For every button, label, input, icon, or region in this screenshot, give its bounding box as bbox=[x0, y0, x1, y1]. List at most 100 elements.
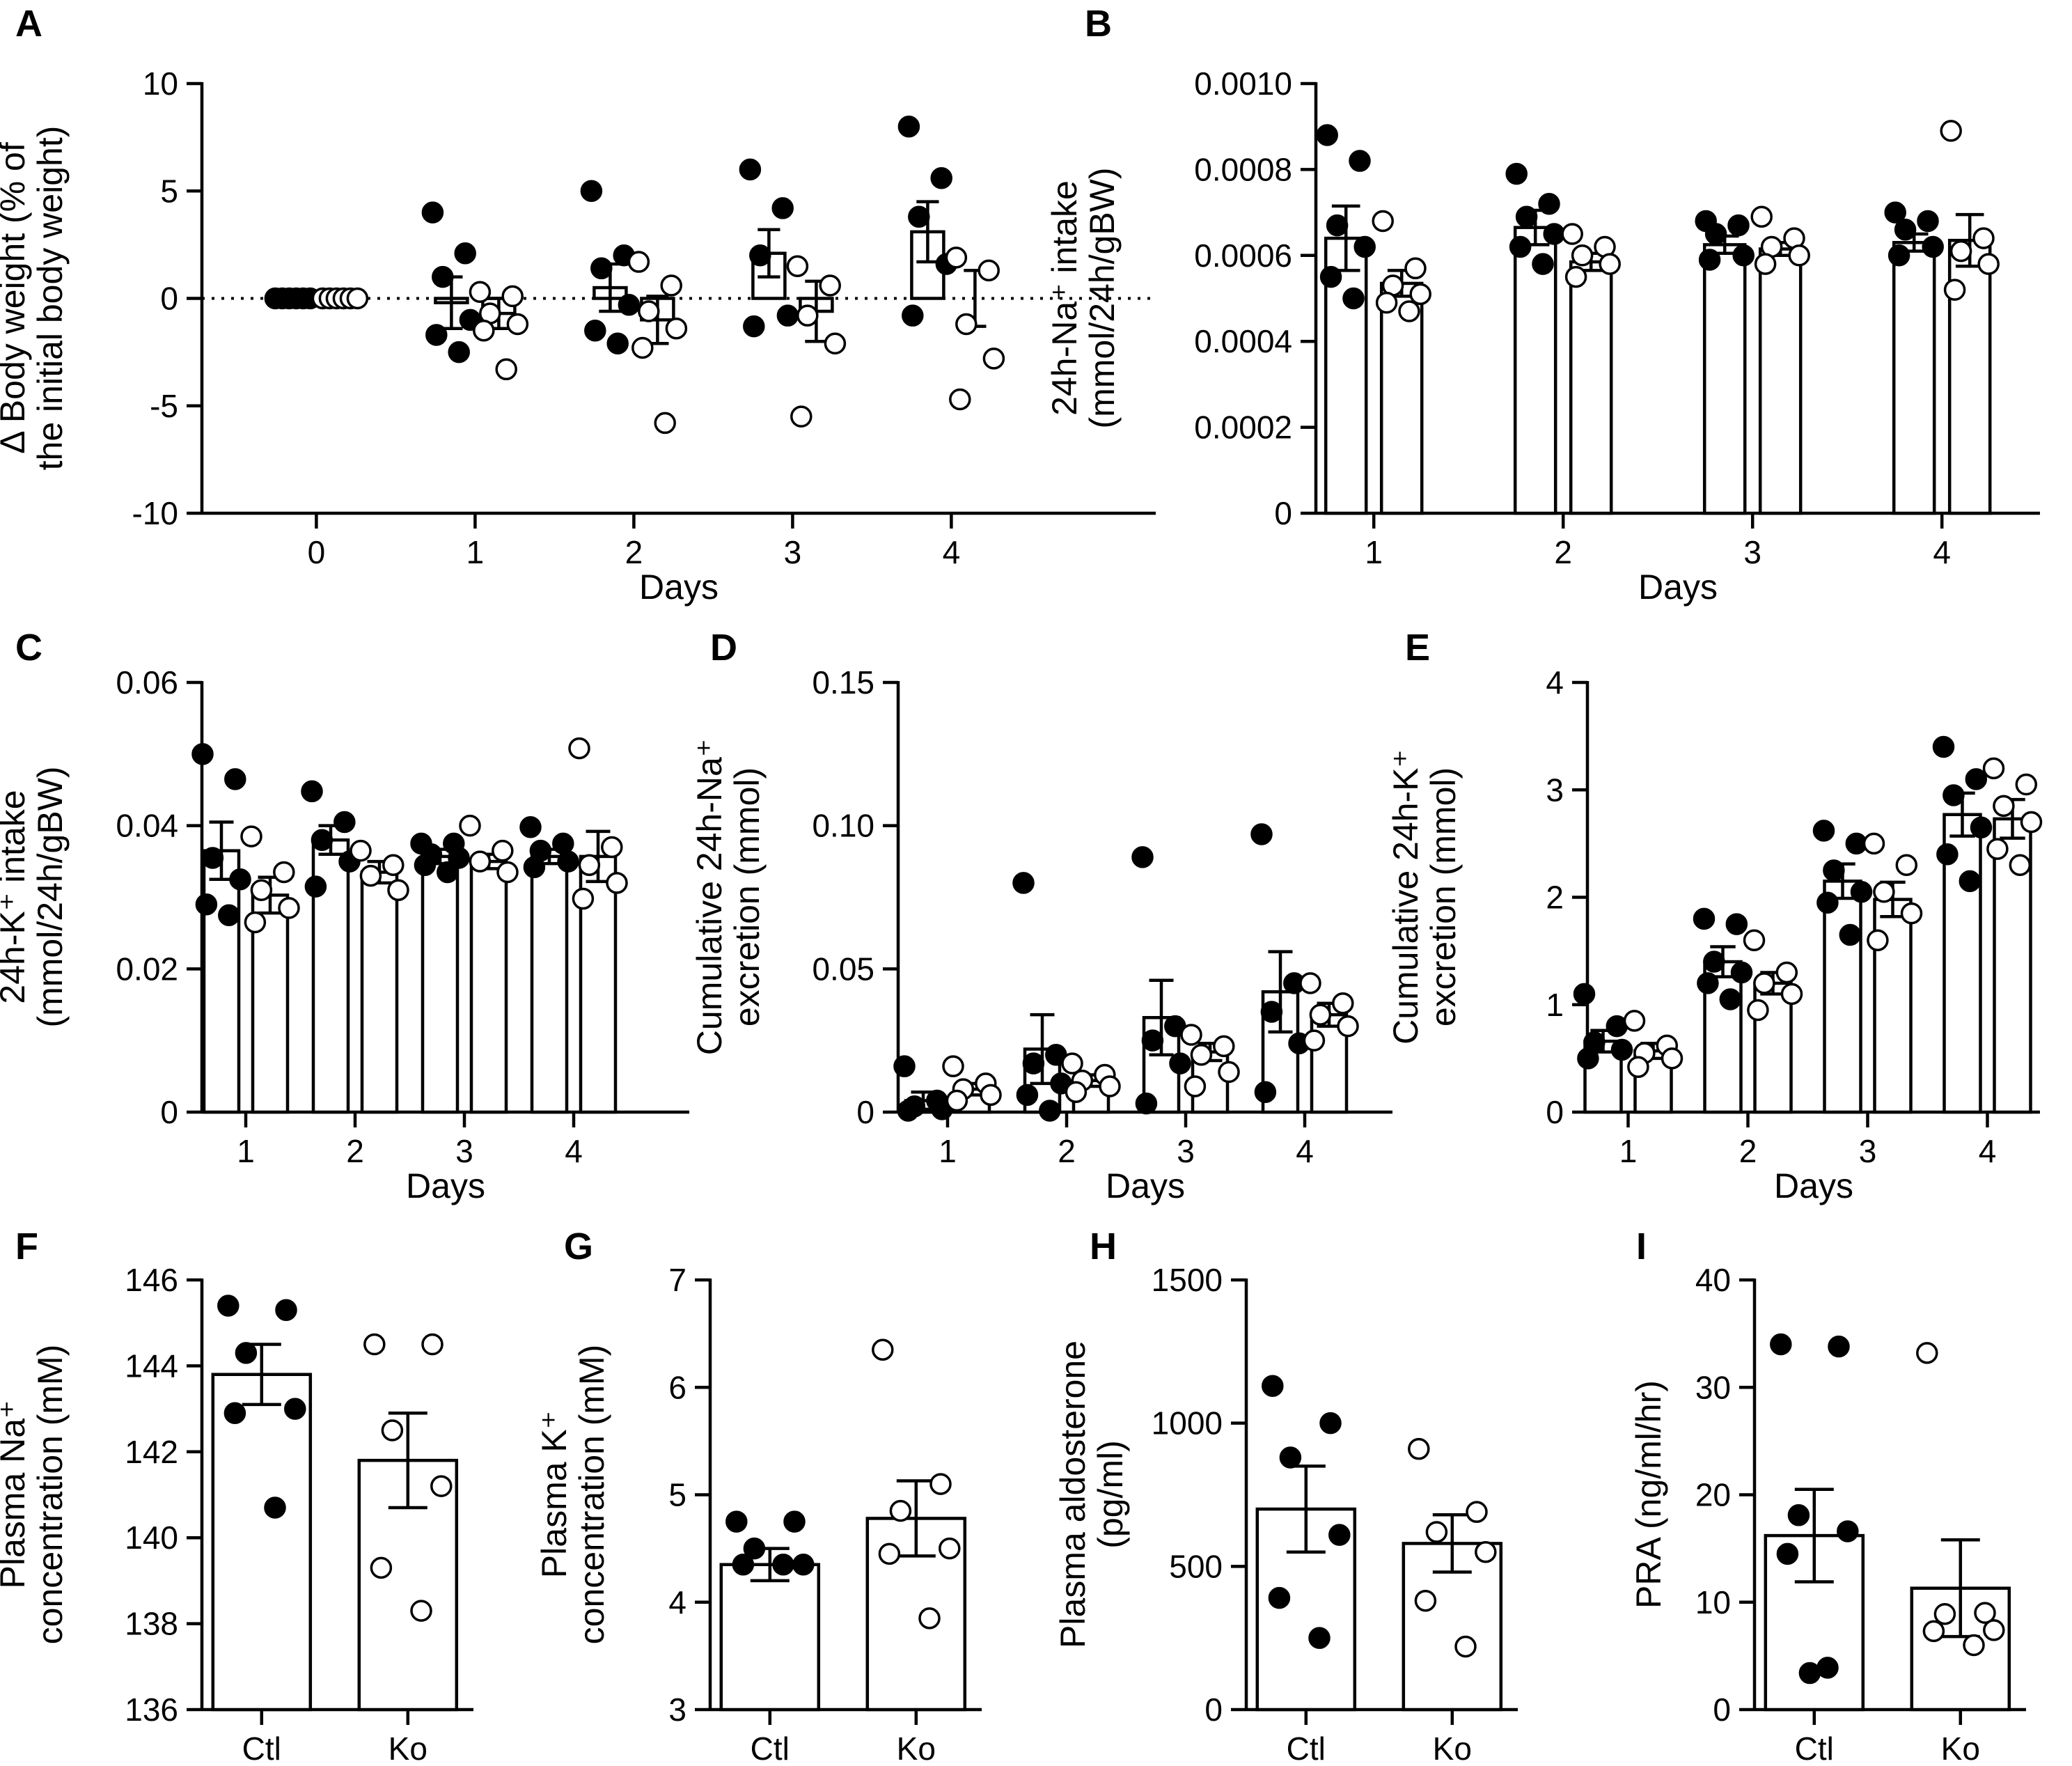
x-tick-label: Ctl bbox=[1795, 1730, 1834, 1766]
data-point bbox=[454, 242, 476, 265]
x-axis-title: Days bbox=[639, 568, 719, 607]
data-point bbox=[618, 294, 641, 316]
data-point bbox=[1837, 1520, 1859, 1542]
y-tick-label: 30 bbox=[1695, 1369, 1731, 1405]
data-point bbox=[1414, 1589, 1437, 1612]
data-point bbox=[572, 887, 595, 910]
panel-i: I 0 10 20 30 40 PRA (ng/ml/hr) Ctl Ko bbox=[1629, 1226, 2026, 1766]
x-tick-label: 3 bbox=[455, 1133, 473, 1169]
data-point bbox=[1732, 244, 1755, 267]
x-tick-label: 2 bbox=[625, 534, 643, 570]
data-point bbox=[590, 257, 613, 280]
data-point bbox=[1798, 1662, 1821, 1685]
data-point bbox=[1409, 283, 1431, 306]
data-point bbox=[578, 854, 601, 876]
data-point bbox=[1319, 265, 1342, 288]
y-tick-label: 500 bbox=[1169, 1548, 1223, 1584]
y-axis-title: Plasma Na⁺ bbox=[0, 1400, 32, 1589]
data-point bbox=[363, 1333, 386, 1356]
data-point bbox=[273, 861, 295, 884]
data-point bbox=[665, 317, 688, 340]
data-point bbox=[1719, 988, 1742, 1010]
data-point bbox=[893, 1055, 916, 1077]
data-point bbox=[1986, 838, 2009, 860]
data-point bbox=[1303, 1029, 1326, 1052]
panel-letter: D bbox=[710, 627, 737, 669]
data-point bbox=[370, 1556, 393, 1579]
data-point bbox=[1039, 1100, 1061, 1122]
data-point bbox=[1747, 999, 1769, 1022]
data-point bbox=[437, 861, 459, 884]
x-tick-label: 2 bbox=[346, 1133, 364, 1169]
data-point bbox=[1337, 1015, 1359, 1038]
data-point bbox=[2009, 854, 2032, 876]
data-point bbox=[627, 251, 650, 273]
data-point bbox=[1564, 265, 1587, 288]
y-tick-label: 3 bbox=[668, 1691, 686, 1728]
bar bbox=[1892, 241, 1936, 515]
data-point bbox=[1703, 951, 1725, 973]
bar bbox=[421, 854, 460, 1114]
data-point bbox=[1316, 124, 1338, 146]
data-point bbox=[1349, 150, 1371, 172]
data-point bbox=[1571, 244, 1594, 267]
data-point bbox=[1515, 205, 1538, 228]
x-tick-label: Ctl bbox=[242, 1730, 281, 1766]
y-tick-label: 0.0008 bbox=[1194, 151, 1292, 187]
data-point bbox=[1943, 279, 1966, 301]
bar bbox=[211, 1373, 313, 1712]
panel-g: G 3 4 5 6 7 Plasma K⁺concentration (mM) Ctl Ko bbox=[535, 1226, 982, 1766]
panel-letter: B bbox=[1085, 3, 1112, 45]
data-point bbox=[1983, 1619, 2005, 1641]
data-point bbox=[495, 358, 517, 381]
data-point bbox=[191, 743, 214, 765]
y-tick-label: 138 bbox=[125, 1606, 178, 1642]
x-tick-label: 4 bbox=[943, 534, 961, 570]
y-tick-label: -10 bbox=[132, 495, 178, 531]
data-point bbox=[743, 315, 765, 338]
bar bbox=[530, 854, 569, 1114]
data-point bbox=[1353, 235, 1376, 258]
y-tick-label: 142 bbox=[125, 1434, 178, 1470]
data-point bbox=[654, 412, 676, 435]
x-tick-label: Ctl bbox=[1287, 1730, 1326, 1766]
data-point bbox=[601, 836, 623, 859]
bar bbox=[1702, 243, 1747, 515]
data-point bbox=[1936, 843, 1959, 866]
data-point bbox=[1970, 816, 1993, 838]
y-tick-label: 0.10 bbox=[812, 808, 874, 844]
x-axis-title: Days bbox=[1638, 568, 1718, 607]
x-tick-label: 2 bbox=[1058, 1133, 1076, 1169]
panel-letter: G bbox=[564, 1226, 593, 1267]
y-tick-label: 0.0006 bbox=[1194, 237, 1292, 274]
x-tick-label: Ko bbox=[388, 1730, 427, 1766]
data-point bbox=[1933, 1602, 1956, 1625]
data-point bbox=[1627, 1056, 1649, 1078]
x-tick-label: 2 bbox=[1554, 534, 1572, 570]
data-point bbox=[792, 1554, 815, 1576]
bar bbox=[1758, 247, 1803, 515]
x-tick-label: 4 bbox=[1979, 1133, 1997, 1169]
data-point bbox=[448, 341, 470, 364]
data-point bbox=[1623, 1010, 1646, 1032]
data-point bbox=[1993, 795, 2015, 818]
data-point bbox=[2020, 811, 2043, 834]
data-point bbox=[448, 847, 470, 869]
data-point bbox=[1299, 972, 1321, 994]
data-point bbox=[918, 1607, 941, 1630]
panel-f: F 136 138 140 142 144 146 Plasma Na⁺concentrati… bbox=[0, 1226, 473, 1766]
x-tick-label: 4 bbox=[1933, 534, 1951, 570]
data-point bbox=[1012, 872, 1035, 894]
data-point bbox=[473, 320, 495, 342]
data-point bbox=[1308, 1627, 1331, 1649]
data-point bbox=[1776, 1542, 1799, 1565]
y-tick-label: 144 bbox=[125, 1347, 178, 1384]
x-axis-title: Days bbox=[1106, 1166, 1185, 1205]
y-tick-label: 0.02 bbox=[116, 951, 178, 987]
data-point bbox=[1754, 253, 1777, 275]
data-point bbox=[552, 832, 574, 855]
x-tick-label: 3 bbox=[784, 534, 802, 570]
data-point bbox=[584, 320, 606, 342]
data-point bbox=[660, 274, 682, 297]
data-point bbox=[350, 839, 372, 862]
